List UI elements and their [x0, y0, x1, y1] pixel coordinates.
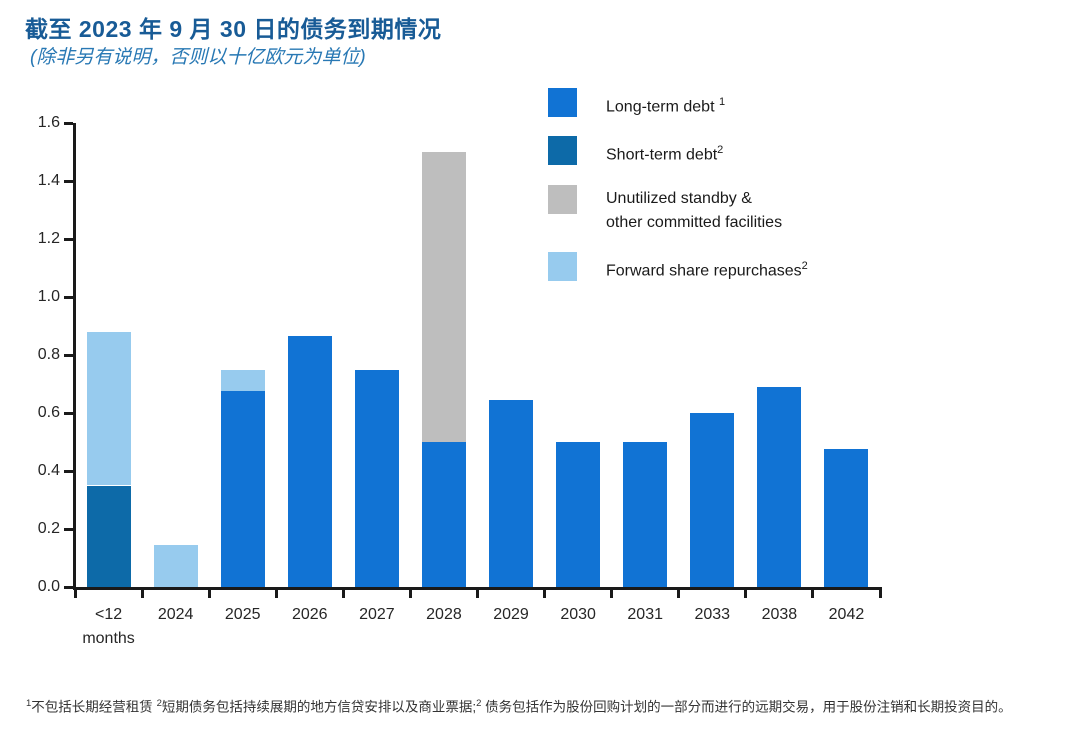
x-axis-label: <12 months: [82, 606, 135, 647]
y-axis-label: 0.8: [37, 346, 60, 363]
y-axis-tick: [64, 586, 73, 589]
bar-segment-long_term: [354, 369, 399, 587]
x-axis-label: 2028: [426, 606, 462, 623]
bar-segment-long_term: [421, 442, 466, 587]
x-axis-label: 2025: [224, 606, 261, 623]
footnote-sup: 2: [476, 698, 482, 709]
x-axis-label: 2031: [627, 606, 663, 623]
x-axis-label: 2024: [157, 606, 194, 623]
page-title: 截至 2023 年 9 月 30 日的债务到期情况: [25, 16, 442, 42]
legend-label: Short-term debt2: [606, 144, 724, 164]
legend-swatch-long_term: [548, 88, 577, 117]
legend-swatch-standby: [548, 184, 577, 214]
x-axis-label: 2030: [560, 606, 596, 623]
y-axis-label: 0.4: [37, 462, 60, 479]
x-axis-tick: [274, 590, 278, 598]
legend-swatch-short_term: [548, 136, 577, 166]
y-axis-label: 0.2: [37, 520, 60, 537]
x-axis-tick: [140, 590, 144, 598]
y-axis-tick: [64, 238, 73, 241]
debt-maturity-chart: 1.6 1.4 1.2 1.0 0.8 0.6 0.4 0.2 0.0 <12 months 202…: [38, 88, 928, 647]
bar-segment-long_term: [556, 442, 601, 587]
x-axis-label: 2027: [359, 606, 395, 623]
x-axis-tick: [677, 590, 681, 598]
x-axis-label: 2042: [828, 606, 865, 623]
y-axis-tick: [64, 296, 73, 299]
y-axis-label: 0.6: [37, 404, 60, 421]
bar-segment-long_term: [220, 391, 265, 587]
x-axis-tick: [73, 590, 77, 598]
x-axis-tick: [341, 590, 345, 598]
bar-segment-long_term: [824, 449, 869, 587]
y-axis-label: 0.0: [37, 578, 60, 595]
bar-segment-standby: [421, 152, 466, 442]
footnote-sup: 1: [26, 698, 32, 709]
x-axis-label: 2038: [761, 606, 798, 623]
legend-item: Long-term debt 1: [548, 88, 928, 119]
y-axis-label: 1.0: [37, 288, 60, 305]
y-axis-label: 1.4: [37, 172, 60, 189]
y-axis-tick: [64, 412, 73, 415]
plot-area: 1.6 1.4 1.2 1.0 0.8 0.6 0.4 0.2 0.0 <12 months 202…: [38, 114, 882, 647]
legend-item: Short-term debt2: [548, 136, 928, 167]
y-axis-tick: [64, 470, 73, 473]
x-axis-tick: [207, 590, 211, 598]
footnote-sup: 2: [156, 698, 162, 709]
bar-segment-forward: [153, 544, 198, 587]
x-axis-tick: [878, 590, 882, 598]
y-axis-tick: [64, 528, 73, 531]
bar-segment-long_term: [623, 442, 668, 587]
bar-segment-short_term: [86, 485, 131, 587]
bar-segment-forward: [220, 369, 265, 392]
y-axis-tick: [64, 122, 73, 125]
chart-legend: Long-term debt 1 Short-term debt2 Unutiliz…: [548, 88, 928, 300]
x-axis-line: [73, 587, 882, 590]
x-axis-tick: [543, 590, 547, 598]
legend-label: Unutilized standby & other committed fac…: [606, 189, 783, 231]
legend-item: Forward share repurchases2: [548, 251, 928, 283]
legend-label: Forward share repurchases2: [606, 259, 808, 279]
x-axis-label: 2026: [291, 606, 328, 623]
x-axis-tick: [610, 590, 614, 598]
y-axis-line: [73, 123, 76, 590]
y-axis-label: 1.6: [37, 114, 60, 131]
legend-swatch-forward: [548, 251, 577, 281]
x-axis-tick: [408, 590, 412, 598]
page-subtitle: (除非另有说明，否则以十亿欧元为单位): [30, 47, 366, 68]
bar-segment-forward: [86, 331, 131, 486]
x-axis-label: 2029: [493, 606, 529, 623]
y-axis-label: 1.2: [37, 230, 60, 247]
footnote: 1不包括长期经营租赁 2短期债务包括持续展期的地方信贷安排以及商业票据;2 债务…: [26, 698, 1012, 715]
y-axis-tick: [64, 354, 73, 357]
x-axis-tick: [811, 590, 815, 598]
x-axis-tick: [476, 590, 479, 598]
x-axis-label: 2033: [694, 606, 731, 623]
x-axis-tick: [744, 590, 748, 598]
bar-segment-long_term: [690, 413, 735, 587]
y-axis-tick: [64, 180, 73, 183]
bar-segment-long_term: [287, 336, 332, 587]
bar-segment-long_term: [757, 386, 802, 587]
bar-segment-long_term: [489, 399, 534, 587]
legend-item: Unutilized standby & other committed fac…: [548, 184, 928, 235]
legend-label: Long-term debt 1: [606, 96, 726, 116]
